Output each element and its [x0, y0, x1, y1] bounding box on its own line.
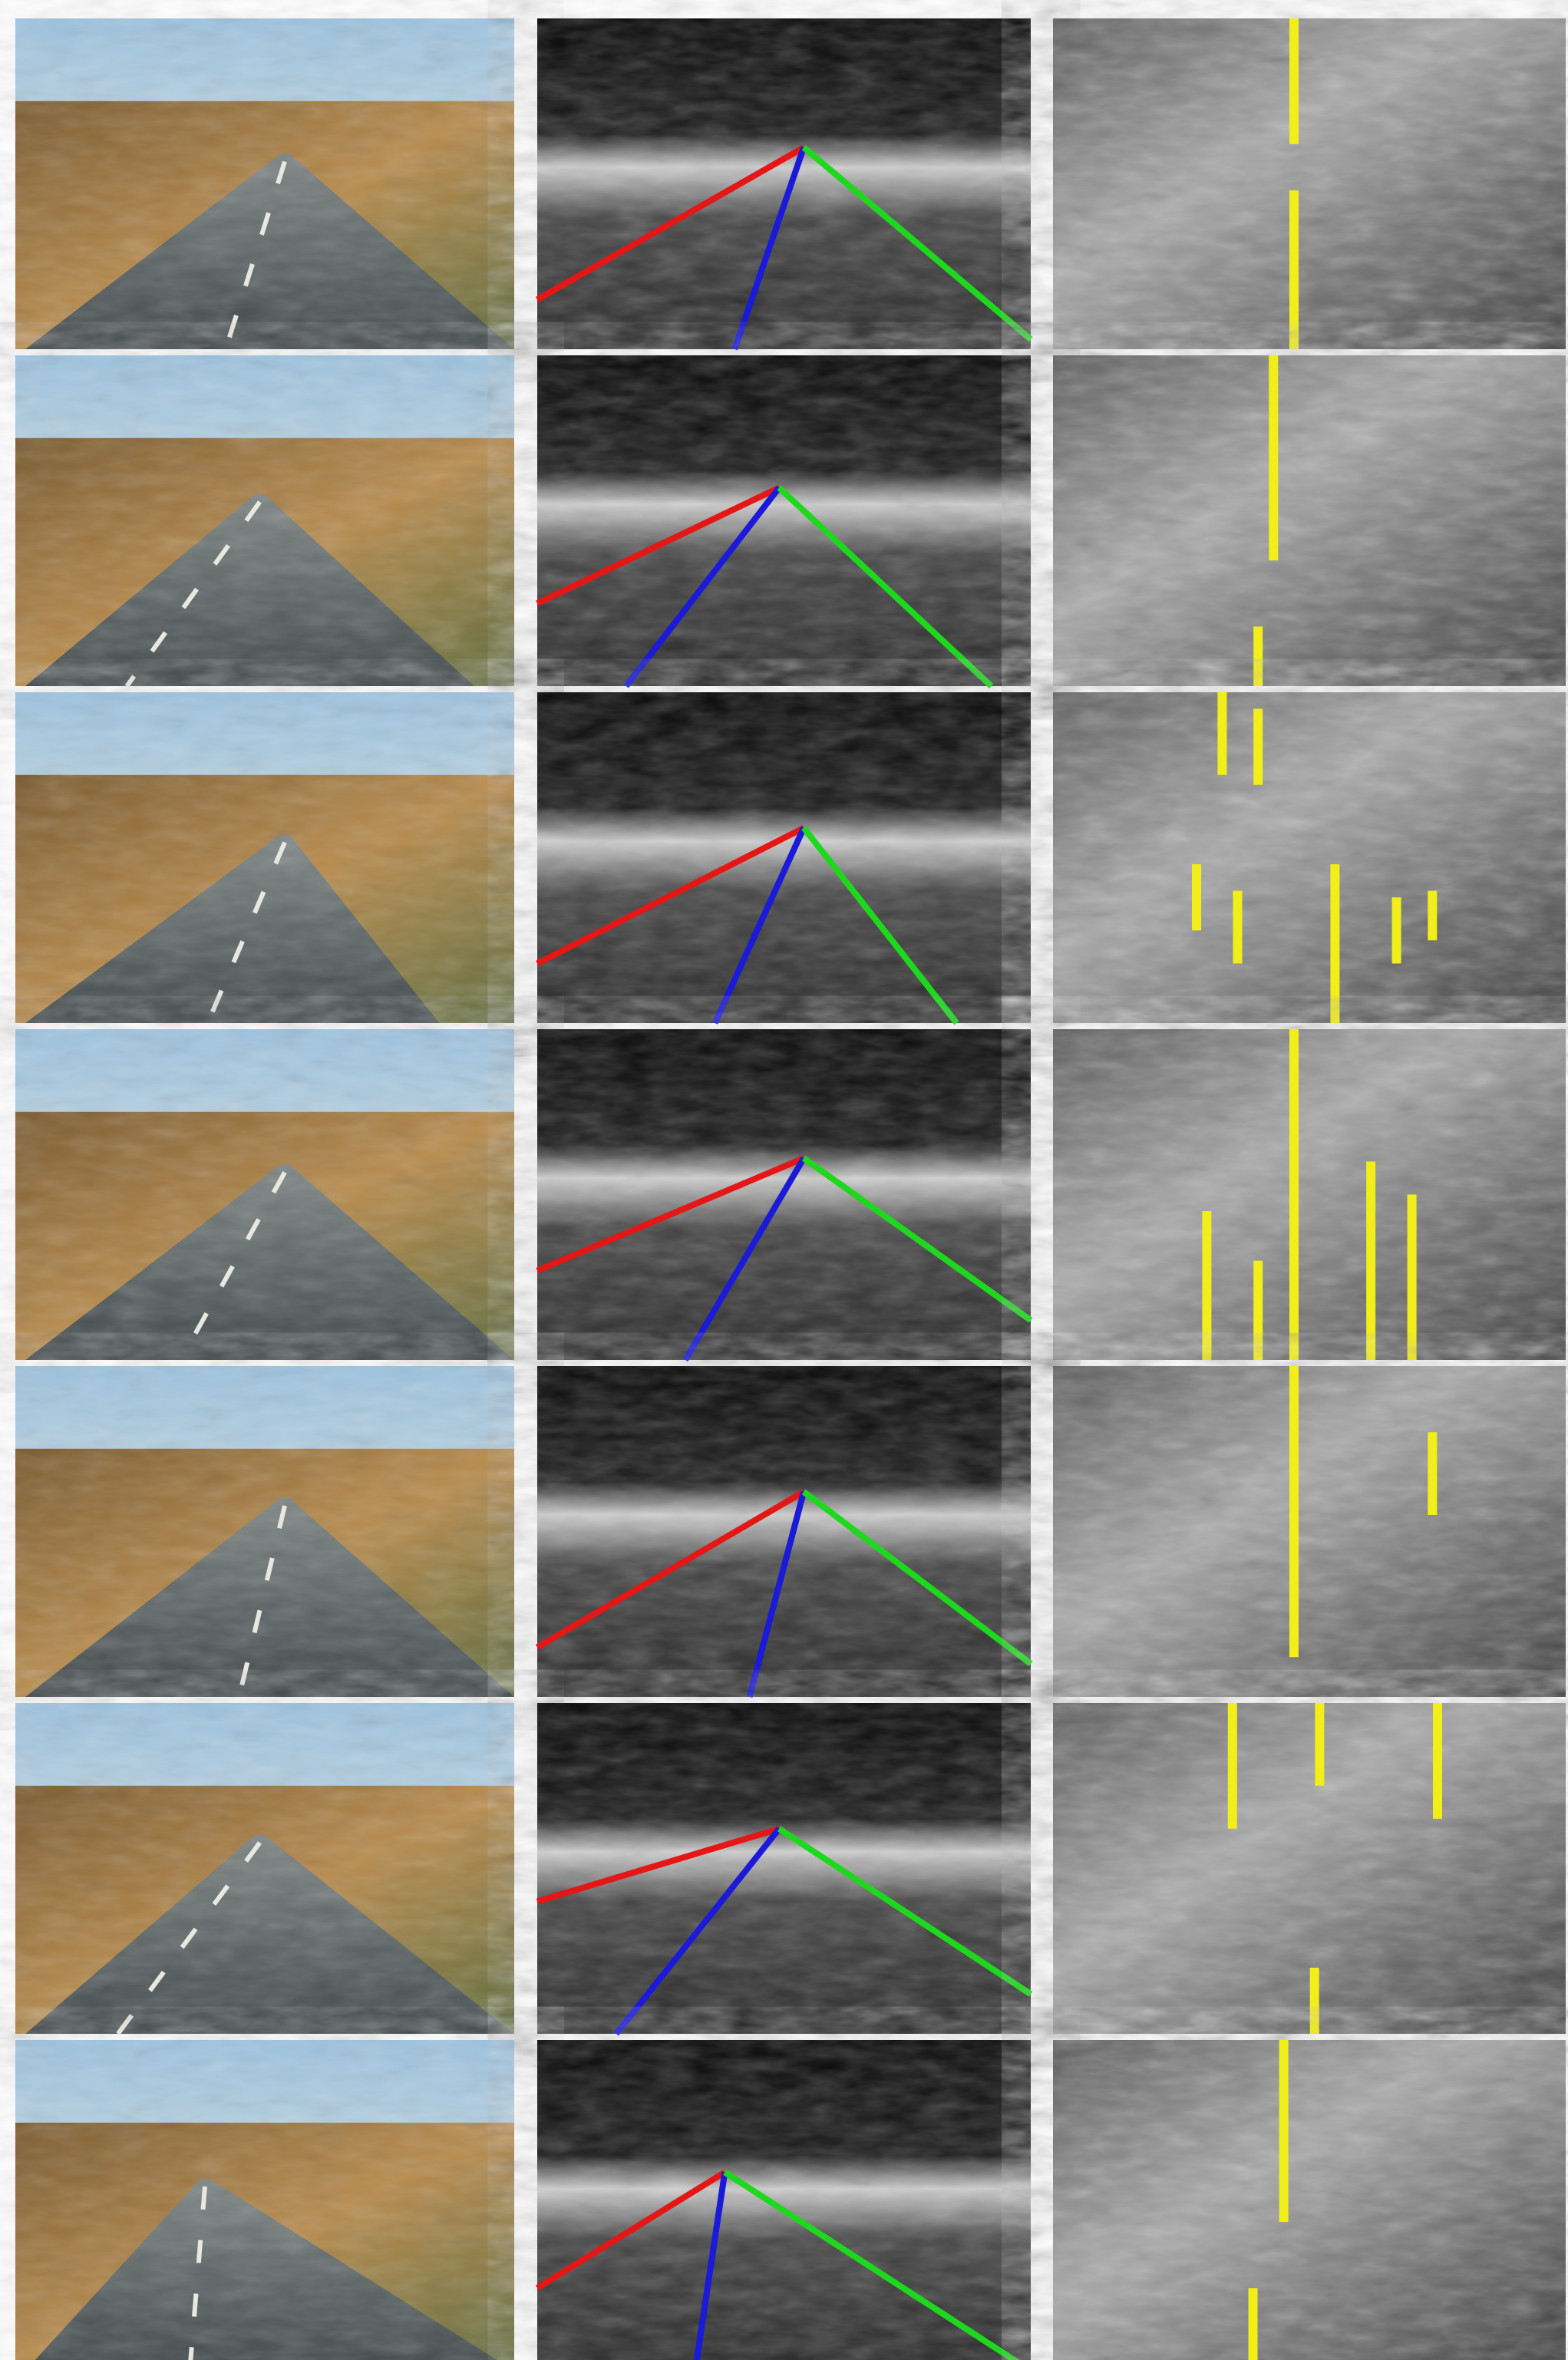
road-photo: [15, 1029, 514, 1362]
red-line: [535, 1489, 806, 1650]
rectified-image: [1053, 692, 1566, 1023]
texture: [537, 355, 1031, 686]
detection-image: [535, 2040, 1031, 2360]
detection-image: [536, 1703, 1033, 2036]
detection-image: [536, 18, 1033, 351]
green-line: [801, 826, 959, 1025]
yellow-segment: [1289, 1366, 1299, 1658]
texture: [537, 1703, 1031, 2034]
yellow-segment: [1253, 626, 1263, 686]
texture: [1053, 692, 1566, 1023]
road-photo: [15, 2040, 514, 2360]
yellow-segment: [1233, 890, 1243, 964]
green-line: [723, 2170, 1020, 2360]
texture: [537, 1366, 1031, 1697]
lane-marking: [205, 841, 287, 1025]
red-line: [536, 825, 806, 966]
lane-marking: [124, 500, 262, 688]
red-line: [536, 144, 806, 302]
rectified-image: [1053, 1029, 1566, 1360]
yellow-segment: [1366, 1161, 1376, 1360]
yellow-segment: [1391, 897, 1401, 964]
lane-marking: [236, 1505, 287, 1698]
rectified-image: [1053, 1703, 1566, 2034]
texture: [1053, 1029, 1566, 1360]
texture: [15, 18, 514, 349]
yellow-segment: [1289, 1029, 1299, 1360]
red-line: [536, 484, 781, 606]
yellow-segment: [1428, 890, 1438, 941]
red-line: [535, 2169, 727, 2291]
road-photo: [15, 355, 514, 688]
texture: [15, 692, 514, 1023]
green-line: [777, 1826, 1033, 1997]
texture: [15, 1366, 514, 1697]
rectified-image: [1053, 355, 1566, 686]
yellow-segment: [1428, 1432, 1438, 1515]
yellow-segment: [1192, 864, 1202, 931]
rectified-image: [1053, 18, 1566, 349]
road-photo: [15, 1703, 514, 2035]
texture: [1053, 18, 1566, 349]
rectified-image: [1053, 1366, 1566, 1697]
texture: [1053, 1703, 1566, 2034]
yellow-segment: [1309, 1967, 1319, 2034]
texture: [1053, 1366, 1566, 1697]
texture: [1053, 2040, 1566, 2360]
texture: [15, 1029, 514, 1360]
green-line: [801, 1155, 1033, 1323]
texture: [537, 2040, 1031, 2360]
detection-image: [536, 355, 1031, 688]
texture: [1053, 355, 1566, 686]
yellow-segment: [1253, 708, 1263, 785]
green-line: [777, 485, 994, 688]
yellow-segment: [1315, 1703, 1325, 1786]
yellow-segment: [1227, 1703, 1237, 1829]
texture: [537, 18, 1031, 349]
road-photo: [15, 18, 514, 350]
red-line: [536, 1155, 805, 1274]
blue-line: [623, 485, 782, 688]
yellow-segment: [1433, 1703, 1442, 1819]
yellow-segment: [1407, 1194, 1417, 1360]
yellow-segment: [1217, 692, 1227, 775]
blue-line: [746, 1490, 807, 1698]
yellow-segment: [1330, 864, 1340, 1023]
texture: [15, 2040, 514, 2360]
road-photo: [15, 692, 514, 1025]
detection-image: [536, 1029, 1033, 1362]
yellow-segment: [1248, 2288, 1258, 2360]
lane-marking: [223, 160, 287, 350]
green-line: [801, 145, 1033, 342]
yellow-segment: [1289, 18, 1299, 144]
texture: [15, 355, 514, 686]
yellow-segment: [1289, 190, 1299, 349]
blue-line: [693, 2171, 728, 2360]
lane-marking: [178, 1171, 287, 1362]
blue-line: [682, 1157, 807, 1362]
green-line: [801, 1489, 1033, 1667]
blue-line: [711, 827, 807, 1025]
detection-image: [536, 692, 1031, 1025]
texture: [537, 692, 1031, 1023]
yellow-segment: [1279, 2040, 1289, 2223]
yellow-segment: [1269, 355, 1279, 561]
blue-line: [731, 146, 807, 351]
lane-marking: [116, 1841, 262, 2035]
rectified-image: [1053, 2040, 1566, 2360]
blue-line: [613, 1827, 782, 2036]
red-line: [536, 1825, 781, 1905]
detection-image: [535, 1366, 1033, 1698]
texture: [15, 1703, 514, 2034]
yellow-segment: [1202, 1211, 1212, 1360]
road-photo: [15, 1366, 514, 1698]
yellow-segment: [1253, 1260, 1263, 1360]
